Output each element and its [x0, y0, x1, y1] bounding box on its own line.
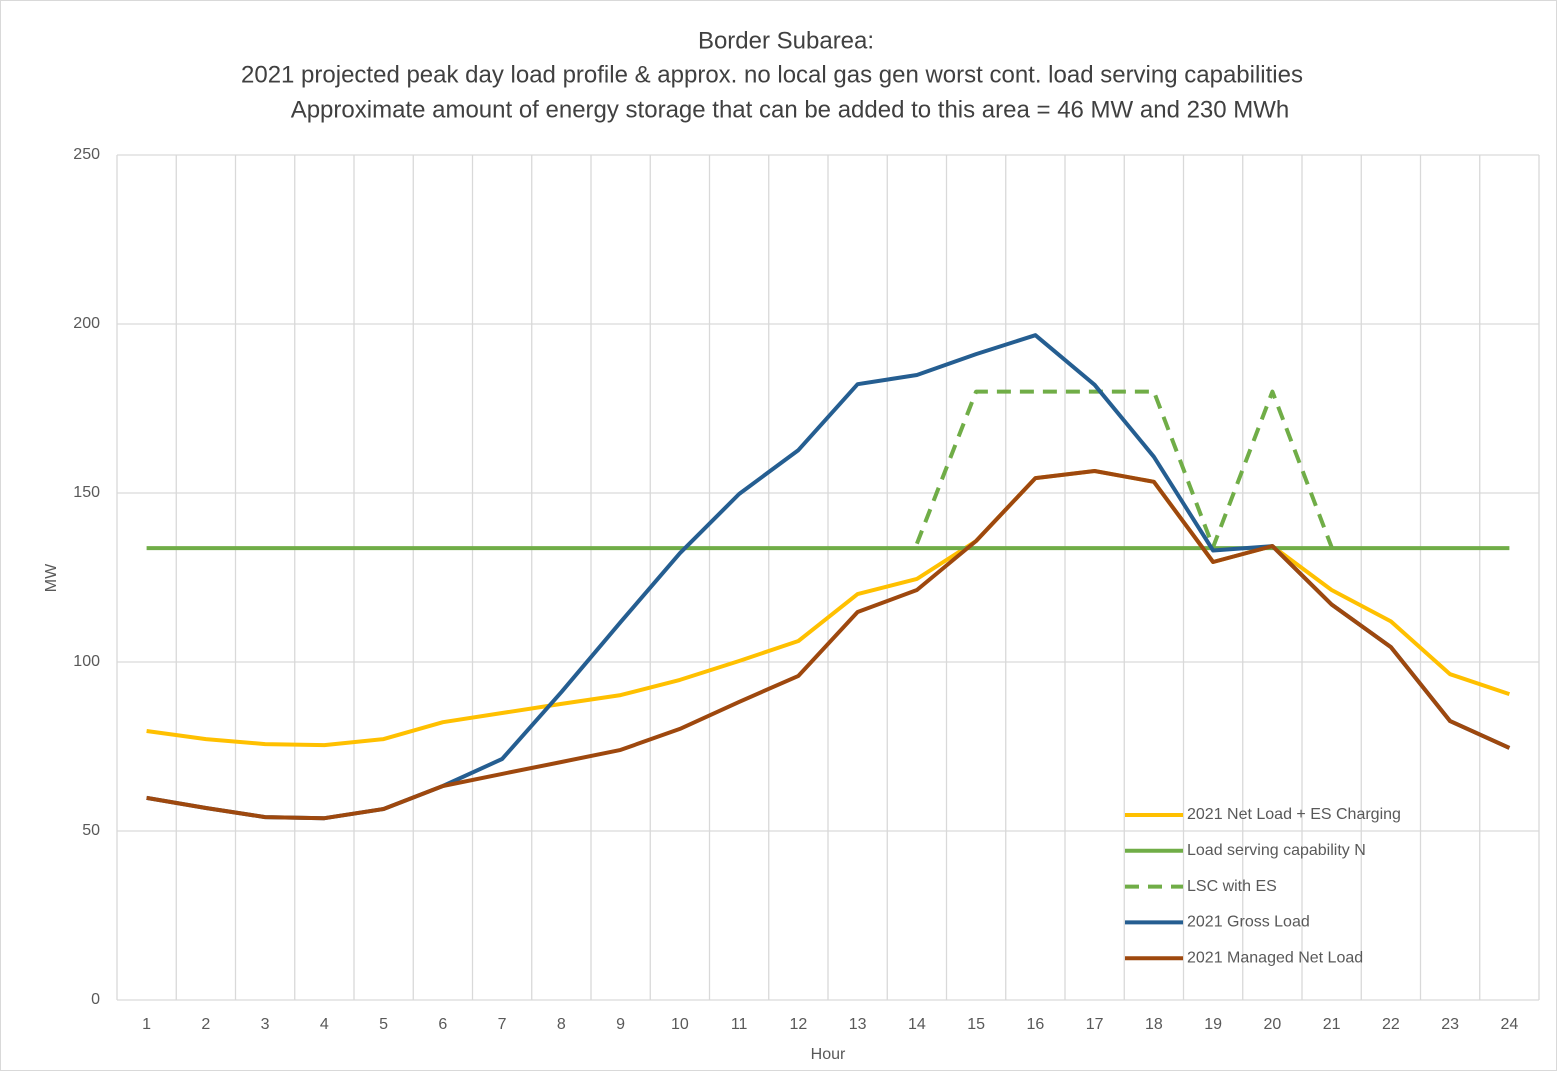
x-tick-label: 16: [1026, 1016, 1044, 1033]
legend-label: LSC with ES: [1187, 878, 1277, 895]
legend-label: Load serving capability N: [1187, 842, 1366, 859]
x-tick-label: 2: [201, 1016, 210, 1033]
chart-title: 2021 projected peak day load profile & a…: [241, 61, 1303, 88]
y-tick-label: 100: [73, 653, 100, 670]
x-tick-label: 4: [320, 1016, 329, 1033]
x-tick-label: 11: [731, 1016, 748, 1033]
x-tick-label: 10: [671, 1016, 689, 1033]
chart-title: Border Subarea:: [698, 27, 874, 54]
legend-label: 2021 Net Load + ES Charging: [1187, 806, 1401, 823]
legend-label: 2021 Gross Load: [1187, 914, 1310, 931]
x-tick-label: 18: [1145, 1016, 1163, 1033]
series-line: [915, 389, 1334, 550]
x-tick-label: 22: [1382, 1016, 1400, 1033]
x-tick-label: 20: [1263, 1016, 1281, 1033]
y-tick-label: 50: [82, 822, 100, 839]
x-tick-label: 12: [789, 1016, 807, 1033]
x-tick-label: 5: [379, 1016, 388, 1033]
x-tick-label: 9: [616, 1016, 625, 1033]
x-axis-label: Hour: [811, 1046, 846, 1063]
series-line: [146, 469, 1511, 821]
x-tick-label: 23: [1441, 1016, 1459, 1033]
y-tick-label: 150: [73, 484, 100, 501]
x-tick-label: 24: [1500, 1016, 1518, 1033]
chart-title: Approximate amount of energy storage tha…: [291, 96, 1290, 123]
x-tick-label: 19: [1204, 1016, 1222, 1033]
x-tick-label: 13: [849, 1016, 867, 1033]
legend-label: 2021 Managed Net Load: [1187, 949, 1363, 966]
x-tick-label: 17: [1086, 1016, 1104, 1033]
y-axis-label: MW: [43, 563, 60, 592]
y-tick-label: 0: [91, 991, 100, 1008]
x-tick-label: 7: [498, 1016, 507, 1033]
y-tick-label: 250: [73, 146, 100, 163]
x-tick-label: 6: [438, 1016, 447, 1033]
x-tick-label: 8: [557, 1016, 566, 1033]
x-tick-label: 14: [908, 1016, 926, 1033]
x-tick-label: 21: [1323, 1016, 1341, 1033]
y-tick-label: 200: [73, 315, 100, 332]
x-tick-label: 15: [967, 1016, 985, 1033]
x-tick-label: 3: [261, 1016, 270, 1033]
x-tick-label: 1: [142, 1016, 151, 1033]
